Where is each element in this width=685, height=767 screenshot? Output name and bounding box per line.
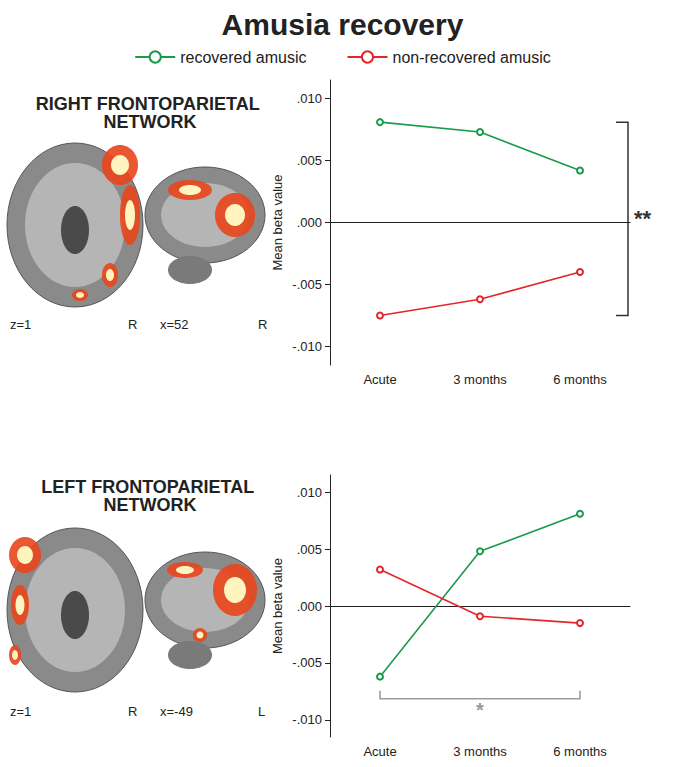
svg-text:.010: .010 <box>297 485 322 500</box>
svg-text:x=-49: x=-49 <box>160 704 193 719</box>
svg-text:Mean beta value: Mean beta value <box>270 558 285 654</box>
svg-text:R: R <box>128 317 137 332</box>
svg-text:NETWORK: NETWORK <box>104 495 197 515</box>
svg-text:.010: .010 <box>297 91 322 106</box>
svg-text:**: ** <box>634 206 652 231</box>
svg-text:RIGHT FRONTOPARIETAL: RIGHT FRONTOPARIETAL <box>36 94 265 114</box>
svg-text:Acute: Acute <box>363 372 396 387</box>
svg-text:*: * <box>476 699 484 721</box>
svg-text:Mean beta value: Mean beta value <box>270 174 285 270</box>
svg-text:x=52: x=52 <box>160 317 189 332</box>
svg-text:-.005: -.005 <box>292 277 322 292</box>
svg-text:.000: .000 <box>297 215 322 230</box>
svg-text:3 months: 3 months <box>453 744 507 759</box>
svg-text:.005: .005 <box>297 542 322 557</box>
svg-text:Acute: Acute <box>363 744 396 759</box>
svg-text:R: R <box>128 704 137 719</box>
svg-text:z=1: z=1 <box>10 704 31 719</box>
svg-text:LEFT FRONTOPARIETAL: LEFT FRONTOPARIETAL <box>41 477 259 497</box>
svg-text:L: L <box>258 704 265 719</box>
svg-text:6 months: 6 months <box>553 372 607 387</box>
svg-text:6 months: 6 months <box>553 744 607 759</box>
svg-text:NETWORK: NETWORK <box>104 112 197 132</box>
svg-text:-.005: -.005 <box>292 655 322 670</box>
svg-text:z=1: z=1 <box>10 317 31 332</box>
svg-text:R: R <box>258 317 267 332</box>
svg-text:Amusia recovery: Amusia recovery <box>222 8 464 41</box>
svg-text:.000: .000 <box>297 599 322 614</box>
svg-text:-.010: -.010 <box>292 339 322 354</box>
svg-text:3 months: 3 months <box>453 372 507 387</box>
svg-text:-.010: -.010 <box>292 712 322 727</box>
svg-text:.005: .005 <box>297 153 322 168</box>
svg-text:recovered amusic: recovered amusic <box>180 49 306 66</box>
svg-text:non-recovered amusic: non-recovered amusic <box>392 49 550 66</box>
